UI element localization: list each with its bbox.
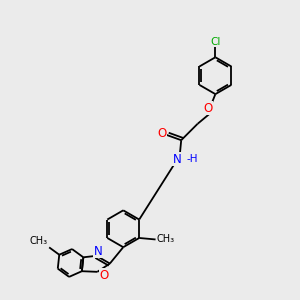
Text: O: O	[203, 102, 212, 115]
Text: N: N	[94, 245, 102, 258]
Text: Cl: Cl	[210, 37, 220, 47]
Text: CH₃: CH₃	[30, 236, 48, 246]
Text: O: O	[157, 127, 167, 140]
Text: CH₃: CH₃	[157, 235, 175, 244]
Text: -H: -H	[186, 154, 198, 164]
Text: O: O	[99, 269, 109, 282]
Text: N: N	[172, 153, 181, 166]
